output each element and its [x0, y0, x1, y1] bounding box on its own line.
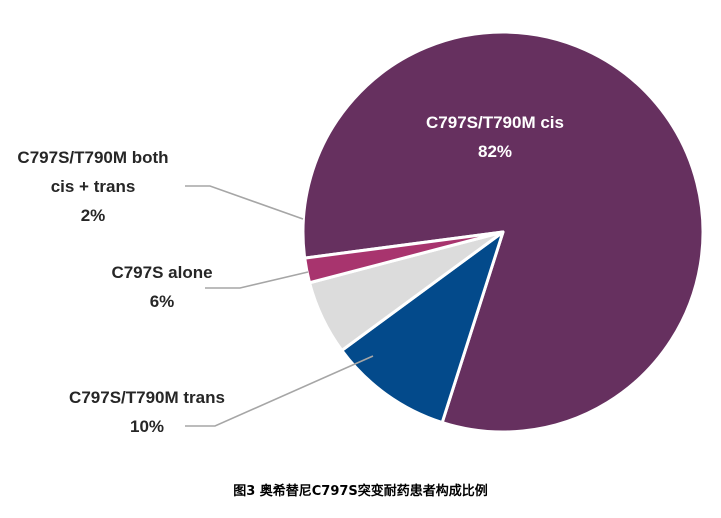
slice-label-0: C797S/T790M cis 82% [426, 113, 564, 161]
slice-label-0-line-1: 82% [478, 142, 512, 161]
leader-line-2 [205, 271, 309, 289]
slice-label-1-line-0: C797S/T790M trans [69, 388, 225, 407]
slice-label-1: C797S/T790M trans 10% [69, 388, 225, 436]
slice-label-1-line-1: 10% [130, 417, 164, 436]
leader-line-1 [185, 355, 374, 427]
slice-label-2-line-1: 6% [150, 292, 175, 311]
figure-caption: 图3 奥希替尼C797S突变耐药患者构成比例 [233, 484, 488, 499]
slice-label-3-line-0: C797S/T790M both [17, 148, 168, 167]
leader-lines [185, 185, 374, 427]
pie-slice-3 [303, 230, 505, 285]
slice-label-2: C797S alone 6% [111, 263, 212, 311]
slice-labels: C797S/T790M cis 82%C797S/T790M trans 10%C7… [17, 113, 564, 436]
pie-slices [301, 30, 705, 434]
pie-slice-1 [340, 230, 505, 425]
pie-chart: C797S/T790M cis 82%C797S/T790M trans 10%C7… [17, 30, 705, 436]
slice-label-3-line-1: cis + trans [51, 177, 136, 196]
leader-line-3 [185, 185, 304, 220]
slice-label-3: C797S/T790M both cis + trans 2% [17, 148, 168, 225]
slice-label-3-line-2: 2% [81, 206, 106, 225]
slice-label-0-line-0: C797S/T790M cis [426, 113, 564, 132]
slice-label-2-line-0: C797S alone [111, 263, 212, 282]
